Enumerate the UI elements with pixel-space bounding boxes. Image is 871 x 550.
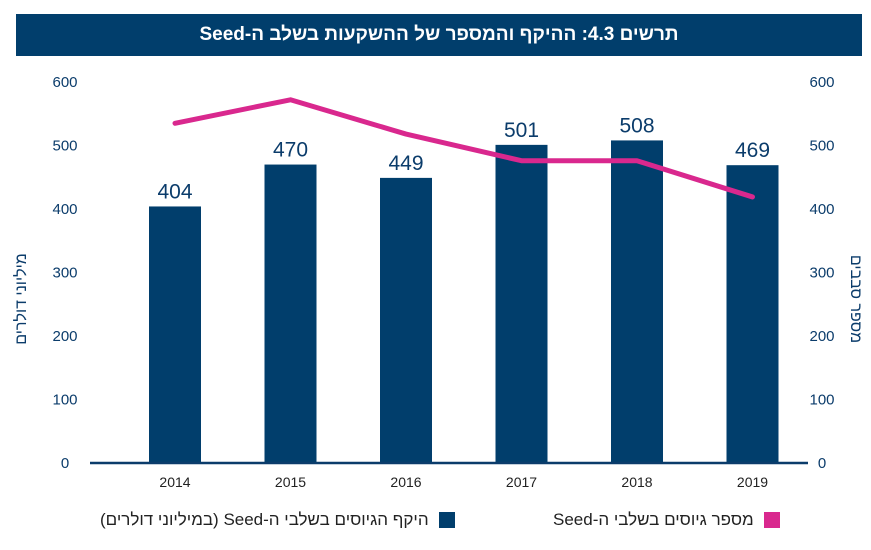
bar <box>380 177 432 463</box>
x-tick-label: 2015 <box>275 474 306 490</box>
bar-data-label: 508 <box>619 114 654 137</box>
bar <box>264 164 317 464</box>
right-tick-label: 0 <box>818 455 826 472</box>
legend-item-bars: היקף הגיוסים בשלבי ה-Seed (במיליוני דולר… <box>100 510 455 530</box>
bar-data-label: 501 <box>504 119 539 142</box>
right-tick-label: 300 <box>809 265 834 282</box>
x-tick-label: 2019 <box>737 474 768 490</box>
left-tick-label: 100 <box>52 392 77 409</box>
right-tick-label: 500 <box>809 138 834 155</box>
chart-title: תרשים 4.3: ההיקף והמספר של ההשקעות בשלב … <box>16 14 862 56</box>
left-tick-label: 600 <box>52 74 77 91</box>
bar <box>611 140 663 464</box>
left-tick-label: 400 <box>52 201 77 218</box>
x-tick-label: 2018 <box>621 474 652 490</box>
legend-label-bars: היקף הגיוסים בשלבי ה-Seed (במיליוני דולר… <box>100 510 429 529</box>
right-tick-label: 200 <box>809 328 834 345</box>
bar-data-label: 469 <box>735 139 770 162</box>
legend-item-line: מספר גיוסים בשלבי ה-Seed <box>553 510 780 530</box>
right-tick-label: 600 <box>809 74 834 91</box>
bar <box>726 165 779 463</box>
bar <box>149 206 201 463</box>
line-series <box>172 97 755 200</box>
left-tick-label: 0 <box>61 455 69 472</box>
bar-data-label: 470 <box>273 139 308 162</box>
x-tick-label: 2016 <box>390 474 421 490</box>
left-tick-label: 300 <box>52 265 77 282</box>
x-tick-label: 2014 <box>159 474 190 490</box>
legend: היקף הגיוסים בשלבי ה-Seed (במיליוני דולר… <box>0 510 871 536</box>
legend-swatch-bars <box>438 512 455 528</box>
legend-swatch-line <box>763 512 780 528</box>
bar-data-label: 449 <box>388 152 423 175</box>
right-tick-label: 100 <box>809 392 834 409</box>
right-tick-label: 400 <box>809 201 834 218</box>
left-tick-label: 500 <box>52 138 77 155</box>
bar-data-label: 404 <box>157 180 192 203</box>
bar <box>495 144 548 464</box>
left-tick-label: 200 <box>52 328 77 345</box>
legend-label-line: מספר גיוסים בשלבי ה-Seed <box>553 510 754 529</box>
x-tick-label: 2017 <box>506 474 537 490</box>
